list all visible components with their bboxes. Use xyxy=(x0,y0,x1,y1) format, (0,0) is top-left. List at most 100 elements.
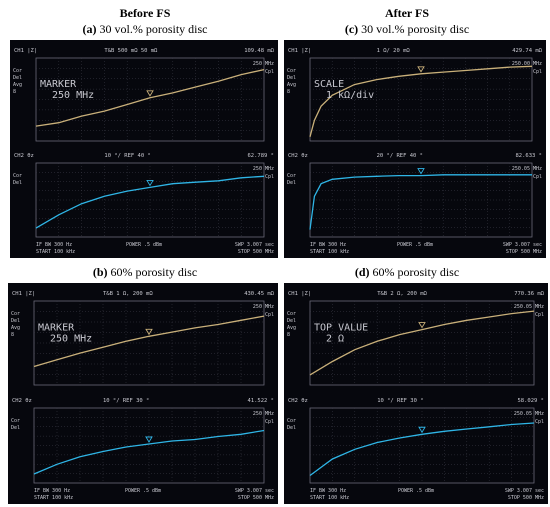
footer-stop-d: STOP 500 MHz xyxy=(508,495,544,501)
footer-power-b: POWER .5 dBm xyxy=(125,488,161,494)
ch2-side-label-b: Cor xyxy=(11,418,20,424)
analyzer-screen-b: CH1 |Z| T&B 1 Ω, 200 mΩ 430.45 mΩCorDelAvg… xyxy=(11,291,275,501)
annotation-line2-b: 250 MHz xyxy=(50,333,92,344)
caption-d: (d) 60% porosity disc xyxy=(354,265,460,279)
ch1-scale-b: T&B 1 Ω, 200 mΩ xyxy=(103,291,153,297)
ch1-readout-b: 430.45 mΩ xyxy=(244,291,274,297)
ch1-marker-b xyxy=(145,328,153,336)
ch2-scale-b: 10 °/ REF 30 ° xyxy=(103,398,149,404)
ch1-header-c: CH1 |Z| xyxy=(288,48,311,54)
annotation-line1-d: TOP VALUE xyxy=(314,322,368,333)
ch2-trace-c xyxy=(309,174,532,230)
ch2-readout-c: 82.633 ° xyxy=(516,153,543,159)
screen-panel-b: CH1 |Z| T&B 1 Ω, 200 mΩ 430.45 mΩ Cor Del Avg… xyxy=(8,283,278,504)
ch2-scale-a: 10 °/ REF 40 ° xyxy=(104,153,150,159)
ch1-side-label-d: Avg xyxy=(287,325,296,331)
ch1-marker-freq-c: 250.00 MHz xyxy=(512,61,542,67)
caption-a: (a) 30 vol.% porosity disc xyxy=(82,22,208,36)
caption-c: (c) 30 vol.% porosity disc xyxy=(344,22,470,36)
ch1-readout-c: 429.74 mΩ xyxy=(512,48,542,54)
ch1-side-label-a: 8 xyxy=(13,89,16,95)
footer-power-d: POWER .5 dBm xyxy=(398,488,434,494)
ch1-readout-a: 109.48 mΩ xyxy=(244,48,274,54)
footer-sweep-c: SWP 3.007 sec xyxy=(503,242,542,248)
ch2-side-label-d: Cor xyxy=(287,418,296,424)
ch1-marker-freq-d: 250.05 MHz xyxy=(514,304,544,310)
ch1-side-label-d: Del xyxy=(287,318,296,324)
analyzer-screen-d: CH1 |Z| T&B 2 Ω, 200 mΩ 770.36 mΩCorDelAvg… xyxy=(287,291,545,501)
ch1-marker-d xyxy=(418,322,426,329)
footer-ifbw-b: IF BW 300 Hz xyxy=(34,488,70,494)
ch2-side-label-c: Del xyxy=(287,180,296,186)
ch2-trace-a xyxy=(35,175,265,229)
ch1-side-label-c: Avg xyxy=(287,82,296,88)
ch1-trace-b xyxy=(33,315,265,368)
ch1-side-label-d: Cor xyxy=(287,311,296,317)
after-fs-header: After FS xyxy=(384,6,430,20)
ch1-trace-a xyxy=(35,68,265,127)
ch2-readout-d: 58.029 ° xyxy=(518,398,545,404)
ch1-marker-freq-a: 250 MHz xyxy=(253,61,274,67)
screen-panel-a: CH1 |Z| T&B 500 mΩ 50 mΩ 109.48 mΩ Cor Del Av… xyxy=(10,40,278,258)
ch1-readout-d: 770.36 mΩ xyxy=(514,291,544,297)
ch1-trace-c xyxy=(309,65,533,137)
ch2-readout-b: 41.522 ° xyxy=(248,398,275,404)
footer-ifbw-c: IF BW 300 Hz xyxy=(310,242,346,248)
ch1-side-label-a: Cor xyxy=(13,68,22,74)
annotation-line1-c: SCALE xyxy=(314,79,344,90)
analyzer-screen-a: CH1 |Z| T&B 500 mΩ 50 mΩ 109.48 mΩCorDelAv… xyxy=(13,48,275,255)
ch1-header-a: CH1 |Z| xyxy=(14,48,37,54)
ch2-grid-a xyxy=(35,162,265,238)
ch1-cpl-label-b: Cpl xyxy=(265,312,274,318)
ch1-cpl-label-a: Cpl xyxy=(265,69,274,75)
ch2-grid-b xyxy=(33,407,265,484)
footer-ifbw-d: IF BW 300 Hz xyxy=(310,488,346,494)
ch1-side-label-b: Cor xyxy=(11,311,20,317)
ch1-scale-d: T&B 2 Ω, 200 mΩ xyxy=(377,291,427,297)
ch1-marker-freq-b: 250 MHz xyxy=(253,304,274,310)
footer-stop-a: STOP 500 MHz xyxy=(238,249,274,255)
ch1-scale-a: T&B 500 mΩ 50 mΩ xyxy=(104,48,158,54)
ch2-side-label-c: Cor xyxy=(287,173,296,179)
screen-panel-d: CH1 |Z| T&B 2 Ω, 200 mΩ 770.36 mΩ Cor Del Avg… xyxy=(284,283,548,504)
footer-start-b: START 100 kHz xyxy=(34,495,73,501)
ch1-side-label-b: Del xyxy=(11,318,20,324)
ch2-marker-freq-c: 250.05 MHz xyxy=(512,166,542,172)
annotation-line1-a: MARKER xyxy=(40,79,77,90)
ch2-marker-b xyxy=(145,436,153,443)
ch1-side-label-c: Cor xyxy=(287,68,296,74)
before-fs-header: Before FS xyxy=(119,6,171,20)
annotation-line2-c: 1 kΩ/div xyxy=(326,90,374,101)
ch1-side-label-c: 8 xyxy=(287,89,290,95)
ch2-marker-a xyxy=(146,179,154,187)
ch2-header-d: CH2 θz xyxy=(288,398,308,404)
ch1-grid-b xyxy=(33,300,265,386)
caption-b: (b) 60% porosity disc xyxy=(92,265,198,279)
ch1-header-d: CH1 |Z| xyxy=(288,291,311,297)
ch1-marker-a xyxy=(146,90,154,97)
ch2-readout-a: 62.789 ° xyxy=(248,153,275,159)
footer-sweep-a: SWP 3.007 sec xyxy=(235,242,274,248)
ch1-cpl-label-d: Cpl xyxy=(535,312,544,318)
ch2-cpl-label-b: Cpl xyxy=(265,419,274,425)
annotation-line1-b: MARKER xyxy=(38,322,75,333)
ch2-side-label-b: Del xyxy=(11,425,20,431)
ch2-scale-c: 20 °/ REF 40 ° xyxy=(377,153,423,159)
ch1-header-b: CH1 |Z| xyxy=(12,291,35,297)
footer-start-c: START 100 kHz xyxy=(310,249,349,255)
ch1-side-label-a: Del xyxy=(13,75,22,81)
footer-stop-c: STOP 500 MHz xyxy=(506,249,542,255)
footer-power-a: POWER .5 dBm xyxy=(126,242,162,248)
screen-panel-c: CH1 |Z| 1 Ω/ 20 mΩ 429.74 mΩ Cor Del Avg 8 250.… xyxy=(284,40,546,258)
footer-ifbw-a: IF BW 300 Hz xyxy=(36,242,72,248)
ch1-side-label-b: 8 xyxy=(11,332,14,338)
footer-sweep-d: SWP 3.007 sec xyxy=(505,488,544,494)
annotation-line2-d: 2 Ω xyxy=(326,333,344,344)
ch2-header-b: CH2 θz xyxy=(12,398,32,404)
ch2-scale-d: 10 °/ REF 30 ° xyxy=(377,398,423,404)
ch2-marker-freq-b: 250 MHz xyxy=(253,411,274,417)
ch2-side-label-a: Del xyxy=(13,180,22,186)
ch2-cpl-label-c: Cpl xyxy=(533,174,542,180)
ch2-marker-c xyxy=(417,168,425,175)
ch2-header-c: CH2 θz xyxy=(288,153,308,159)
